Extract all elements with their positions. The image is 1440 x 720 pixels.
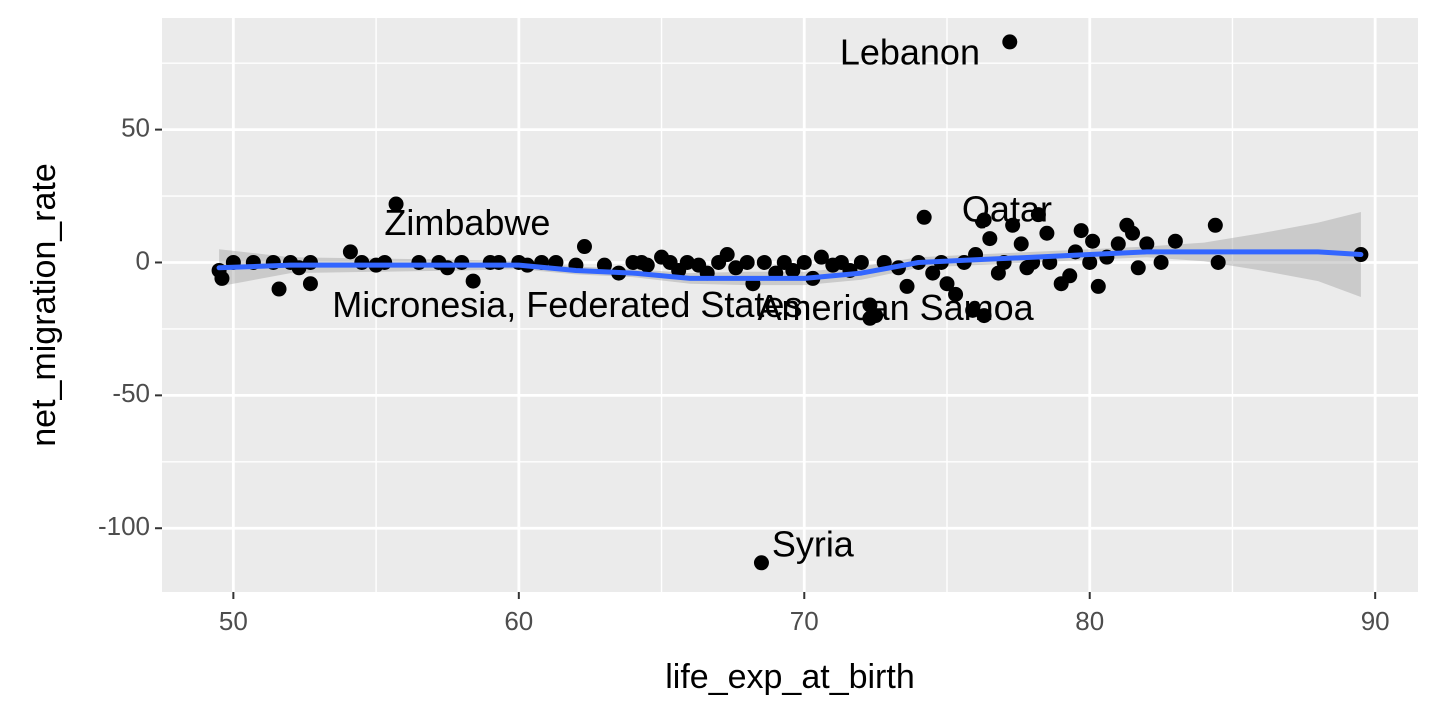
point-label: Zimbabwe bbox=[384, 202, 550, 243]
data-point bbox=[739, 254, 755, 270]
data-point bbox=[1153, 254, 1169, 270]
data-point bbox=[1085, 233, 1101, 249]
data-point bbox=[853, 254, 869, 270]
data-point bbox=[596, 257, 612, 273]
data-point bbox=[925, 265, 941, 281]
data-point bbox=[388, 196, 404, 212]
x-tick-label: 50 bbox=[219, 606, 248, 636]
data-point bbox=[899, 278, 915, 294]
point-label: Qatar bbox=[962, 189, 1052, 230]
x-tick-label: 80 bbox=[1075, 606, 1104, 636]
data-point bbox=[1210, 254, 1226, 270]
y-tick-label: 50 bbox=[121, 112, 150, 142]
data-point bbox=[1130, 260, 1146, 276]
data-point bbox=[1110, 236, 1126, 252]
data-point bbox=[1005, 217, 1021, 233]
x-axis-title: life_exp_at_birth bbox=[665, 658, 915, 696]
y-tick-label: -100 bbox=[98, 511, 150, 541]
data-point bbox=[411, 254, 427, 270]
data-point bbox=[1090, 278, 1106, 294]
smooth-line bbox=[216, 249, 1364, 281]
data-point bbox=[214, 270, 230, 286]
data-point bbox=[965, 302, 981, 318]
data-point bbox=[1207, 217, 1223, 233]
smooth-curve bbox=[216, 249, 1364, 281]
data-point bbox=[377, 254, 393, 270]
y-tick-label: 0 bbox=[136, 245, 150, 275]
data-point bbox=[1039, 225, 1055, 241]
data-point bbox=[491, 254, 507, 270]
data-point bbox=[976, 308, 992, 324]
data-point bbox=[813, 249, 829, 265]
data-point bbox=[939, 276, 955, 292]
data-point bbox=[302, 276, 318, 292]
data-point bbox=[948, 286, 964, 302]
data-point bbox=[465, 273, 481, 289]
data-point bbox=[976, 212, 992, 228]
data-point bbox=[342, 244, 358, 260]
data-point bbox=[982, 231, 998, 247]
data-point bbox=[1125, 225, 1141, 241]
data-point bbox=[439, 260, 455, 276]
data-point bbox=[719, 247, 735, 263]
data-point bbox=[728, 260, 744, 276]
data-point bbox=[796, 254, 812, 270]
x-tick-label: 60 bbox=[504, 606, 533, 636]
data-point bbox=[1013, 236, 1029, 252]
data-point bbox=[1073, 223, 1089, 239]
point-labels: Lebanon Qatar Zimbabwe Micronesia, Federate… bbox=[332, 32, 1052, 565]
x-tick-label: 90 bbox=[1361, 606, 1390, 636]
panel-background bbox=[162, 18, 1418, 592]
data-point bbox=[785, 262, 801, 278]
data-point bbox=[1002, 34, 1018, 50]
data-points bbox=[211, 34, 1369, 571]
data-point bbox=[1167, 233, 1183, 249]
data-point bbox=[756, 254, 772, 270]
data-point bbox=[1082, 254, 1098, 270]
point-label: Syria bbox=[772, 523, 855, 564]
y-tick-label: -50 bbox=[112, 378, 150, 408]
axes: 50 60 70 80 90 -100 -50 0 50 bbox=[98, 112, 1390, 636]
data-point bbox=[271, 281, 287, 297]
data-point bbox=[639, 257, 655, 273]
data-point bbox=[1139, 236, 1155, 252]
data-point bbox=[576, 239, 592, 255]
point-label: Lebanon bbox=[840, 32, 980, 73]
data-point bbox=[354, 254, 370, 270]
point-label: Micronesia, Federated States bbox=[332, 284, 802, 325]
data-point bbox=[916, 209, 932, 225]
data-point bbox=[753, 555, 769, 571]
y-axis-title: net_migration_rate bbox=[25, 163, 63, 447]
data-point bbox=[862, 310, 878, 326]
data-point bbox=[454, 254, 470, 270]
x-tick-label: 70 bbox=[790, 606, 819, 636]
data-point bbox=[1030, 207, 1046, 223]
data-point bbox=[679, 254, 695, 270]
data-point bbox=[1062, 268, 1078, 284]
point-label: American Samoa bbox=[758, 287, 1035, 328]
data-point bbox=[302, 254, 318, 270]
